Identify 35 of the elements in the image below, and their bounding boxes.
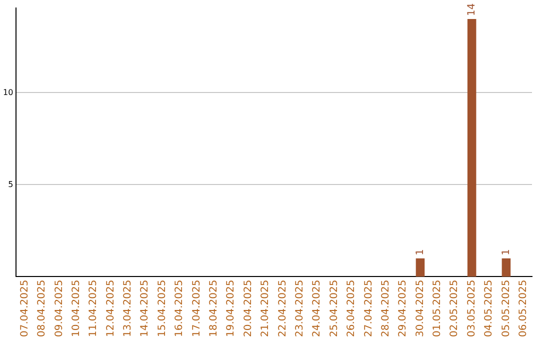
x-tick-label: 23.04.2025 [294, 280, 306, 338]
x-tick-label: 30.04.2025 [414, 280, 426, 338]
x-tick-label: 25.04.2025 [328, 280, 340, 338]
data-label: 1 [500, 248, 512, 256]
data-label: 1 [414, 248, 426, 256]
x-tick-label: 04.05.2025 [484, 280, 495, 338]
data-label: 14 [466, 3, 478, 16]
x-tick-label: 05.05.2025 [500, 280, 512, 338]
x-tick-label: 20.04.2025 [242, 280, 254, 338]
x-tick-label: 22.04.2025 [277, 280, 288, 338]
x-tick-label: 13.04.2025 [122, 280, 134, 338]
x-tick-label: 10.04.2025 [70, 280, 82, 338]
x-tick-label: 18.04.2025 [208, 280, 220, 338]
x-tick-label: 17.04.2025 [191, 280, 202, 338]
x-tick-label: 01.05.2025 [432, 280, 444, 338]
x-tick-label: 06.05.2025 [518, 280, 529, 338]
x-tick-label: 27.04.2025 [363, 280, 374, 338]
x-tick-label: 29.04.2025 [398, 280, 409, 338]
x-tick-label: 07.04.2025 [19, 280, 30, 338]
x-tick-label: 14.04.2025 [140, 280, 151, 338]
x-tick-label: 15.04.2025 [156, 280, 168, 338]
x-tick-label: 09.04.2025 [54, 280, 65, 338]
x-tick-label: 16.04.2025 [174, 280, 186, 338]
y-tick-label: 5 [8, 180, 14, 189]
x-tick-label: 03.05.2025 [466, 280, 478, 338]
x-tick-label: 24.04.2025 [312, 280, 323, 338]
x-tick-label: 19.04.2025 [226, 280, 237, 338]
x-tick-label: 26.04.2025 [346, 280, 358, 338]
x-tick-label: 08.04.2025 [36, 280, 48, 338]
x-tick-label: 21.04.2025 [260, 280, 272, 338]
x-tick-label: 02.05.2025 [449, 280, 460, 338]
x-tick-label: 12.04.2025 [105, 280, 116, 338]
x-tick-label: 28.04.2025 [380, 280, 392, 338]
y-tick-label: 10 [2, 88, 14, 97]
x-tick-label: 11.04.2025 [88, 280, 100, 338]
